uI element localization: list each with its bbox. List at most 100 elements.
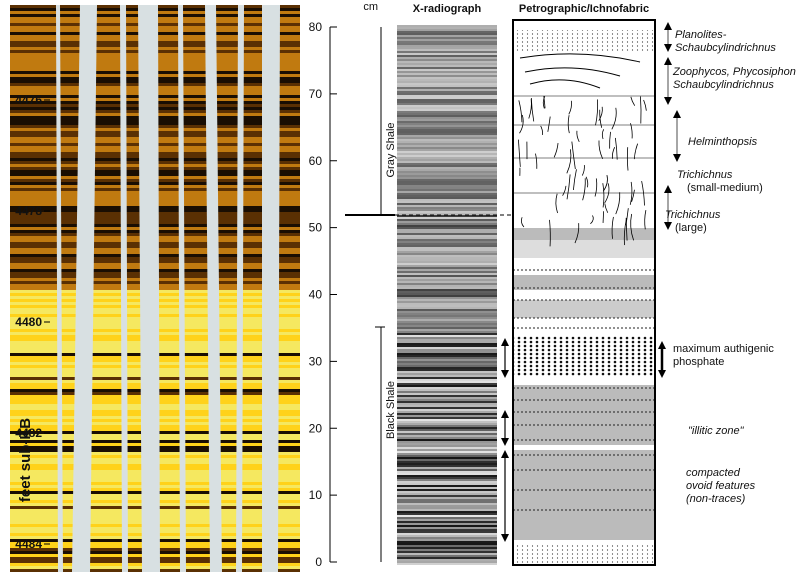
xray-band	[397, 285, 497, 287]
xray-band	[397, 541, 497, 543]
annotation: Helminthopsis	[688, 136, 758, 148]
burrow	[519, 53, 641, 63]
xray-band	[397, 87, 497, 89]
xray-band	[397, 363, 497, 365]
xray-band	[397, 153, 497, 155]
annotation: Planolites-	[675, 29, 727, 41]
burrow	[604, 203, 609, 213]
petro-header: Petrographic/Ichnofabric	[519, 3, 649, 15]
xray-band	[397, 135, 497, 137]
xray-band	[397, 389, 497, 391]
burrow	[540, 125, 544, 136]
xray-band	[397, 47, 497, 49]
burrow	[631, 189, 635, 203]
xray-band	[397, 533, 497, 535]
xray-band	[397, 229, 497, 231]
xray-band	[397, 75, 497, 77]
burrow	[630, 96, 636, 106]
xray-band	[397, 269, 497, 271]
xray-band	[397, 39, 497, 41]
burrow	[566, 174, 571, 200]
xray-band	[397, 325, 497, 327]
xray-band	[397, 525, 497, 527]
interval-label: Black Shale	[385, 381, 397, 439]
xray-band	[397, 159, 497, 161]
burrow	[641, 181, 645, 206]
xray-band	[397, 245, 497, 247]
annotation: compacted	[686, 467, 741, 479]
petro-band	[513, 228, 655, 240]
xray-band	[397, 323, 497, 325]
xray-band	[397, 59, 497, 61]
xray-band	[397, 181, 497, 183]
xray-band	[397, 207, 497, 209]
xray-band	[397, 105, 497, 107]
xray-band	[397, 475, 497, 477]
xray-band	[397, 459, 497, 461]
xray-band	[397, 91, 497, 93]
xray-band	[397, 241, 497, 243]
xray-band	[397, 465, 497, 467]
burrow	[623, 219, 627, 246]
xray-band	[397, 339, 497, 341]
xray-band	[397, 295, 497, 297]
phosphate	[513, 336, 655, 376]
xray-band	[397, 221, 497, 223]
xray-band	[397, 111, 497, 113]
xray-band	[397, 353, 497, 355]
xray-band	[397, 127, 497, 129]
xray-band	[397, 341, 497, 343]
xray-band	[397, 429, 497, 431]
cm-tick-label: 60	[309, 154, 323, 168]
xray-band	[397, 41, 497, 43]
burrow	[518, 100, 523, 123]
xray-band	[397, 199, 497, 201]
xray-band	[397, 61, 497, 63]
xray-band	[397, 549, 497, 551]
xray-band	[397, 437, 497, 439]
xray-band	[397, 247, 497, 249]
xray-band	[397, 423, 497, 425]
xray-band	[397, 537, 497, 539]
xray-band	[397, 53, 497, 55]
depth-tick-label: 4478	[15, 204, 42, 218]
xray-band	[397, 495, 497, 497]
annotation: ovoid features	[686, 480, 756, 492]
burrow	[595, 99, 599, 126]
xray-band	[397, 55, 497, 57]
xray-band	[397, 499, 497, 501]
core-gap	[236, 5, 244, 572]
burrow	[553, 143, 559, 158]
xray-band	[397, 239, 497, 241]
xray-band	[397, 183, 497, 185]
xray-band	[397, 73, 497, 75]
xray-band	[397, 57, 497, 59]
burrow	[524, 67, 621, 77]
xray-band	[397, 97, 497, 99]
cm-tick-label: 80	[309, 20, 323, 34]
xray-band	[397, 125, 497, 127]
xray-band	[397, 507, 497, 509]
xray-band	[397, 455, 497, 457]
xray-band	[397, 225, 497, 227]
burrow	[643, 99, 647, 111]
xray-band	[397, 29, 497, 31]
xray-band	[397, 237, 497, 239]
xray-band	[397, 309, 497, 311]
xray-band	[397, 89, 497, 91]
xray-band	[397, 351, 497, 353]
xray-band	[397, 211, 497, 213]
core-image	[10, 5, 300, 572]
xray-band	[397, 523, 497, 525]
xray-band	[397, 45, 497, 47]
xray-band	[397, 319, 497, 321]
burrow	[602, 174, 608, 192]
xray-band	[397, 411, 497, 413]
xray-band	[397, 449, 497, 451]
xray-band	[397, 417, 497, 419]
xray-band	[397, 217, 497, 219]
burrow	[609, 131, 611, 149]
xray-header: X-radiograph	[413, 3, 482, 15]
xray-band	[397, 461, 497, 463]
xray-band	[397, 71, 497, 73]
